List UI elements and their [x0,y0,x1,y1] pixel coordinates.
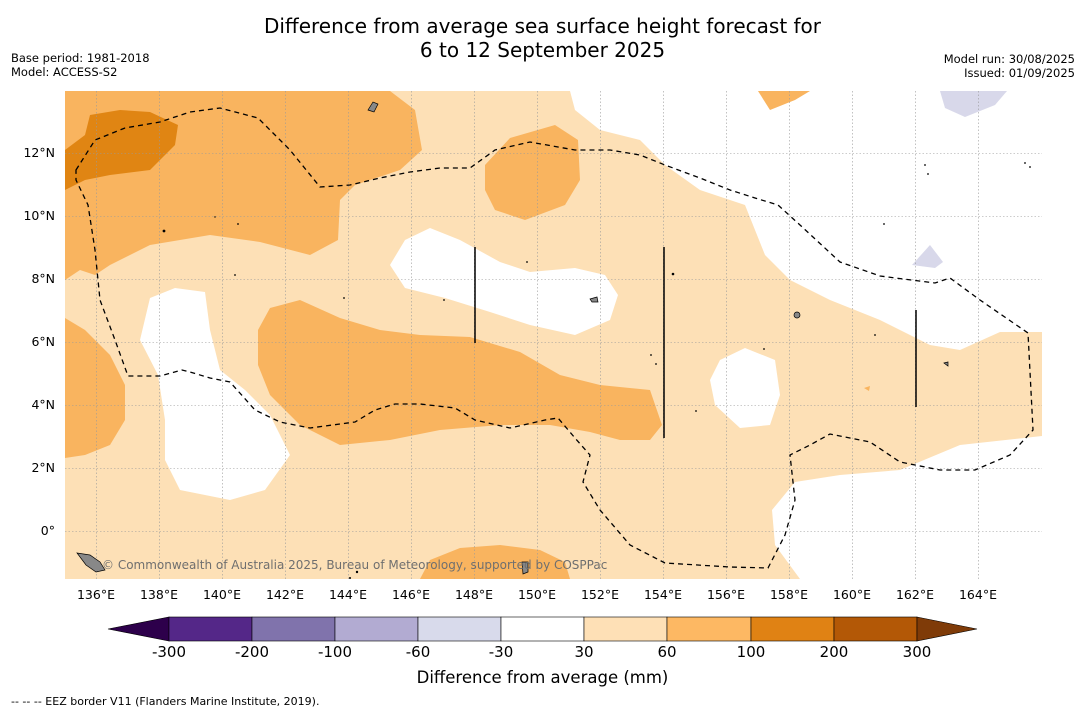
anomaly-60-100-north-blob [485,125,580,220]
lon-label-150e: 150°E [517,587,556,602]
lon-label-138e: 138°E [139,587,178,602]
lon-label-144e: 144°E [328,587,367,602]
base-period-text: Base period: 1981-2018 [11,51,150,65]
colorbar-segment-5 [500,616,585,642]
islands [76,101,949,575]
lon-label-158e: 158°E [769,587,808,602]
lon-label-154e: 154°E [643,587,682,602]
colorbar-tick-5: 30 [574,643,594,661]
colorbar-segment-9 [833,616,918,642]
anomaly-60-100-northeast [758,91,810,110]
colorbar-tick-8: 200 [819,643,849,661]
lon-label-160e: 160°E [832,587,871,602]
anomaly-100-200-northwest [65,110,178,190]
title-line-2: 6 to 12 September 2025 [419,38,666,62]
colorbar [107,616,978,642]
lat-label-2n: 2°N [31,460,55,475]
colorbar-segment-1 [168,616,253,642]
lat-label-8n: 8°N [31,271,55,286]
issued-text: Issued: 01/09/2025 [964,66,1075,80]
colorbar-tick-1: -200 [234,643,270,661]
neutral-region-southeast [772,436,1042,579]
lat-label-12n: 12°N [23,145,55,160]
colorbar-tick-9: 300 [902,643,932,661]
map-area [65,91,1042,579]
lon-label-164e: 164°E [958,587,997,602]
anomaly-60-100-band [258,300,662,445]
anomaly-60-100-south [420,545,570,579]
lon-label-162e: 162°E [895,587,934,602]
colorbar-extend-right [916,616,978,642]
lat-label-10n: 10°N [23,208,55,223]
neutral-region-central [390,228,618,335]
model-run-text: Model run: 30/08/2025 [943,52,1075,66]
footnote-eez: -- -- -- EEZ border V11 (Flanders Marine… [11,695,320,708]
anomaly-neg-patch-northeast [940,91,1007,117]
model-text: Model: ACCESS-S2 [11,65,118,79]
colorbar-title: Difference from average (mm) [416,668,669,687]
anomaly-60-100-dot [864,386,870,391]
colorbar-tick-0: -300 [151,643,187,661]
colorbar-segment-3 [334,616,419,642]
lon-label-136e: 136°E [76,587,115,602]
colorbar-extend-left [107,616,170,642]
section-markers [474,247,917,438]
atoll-dots [162,162,1031,579]
colorbar-tick-3: -60 [405,643,431,661]
colorbar-segment-6 [583,616,668,642]
eez-border [75,107,1034,569]
anomaly-60-100-west-edge [65,318,125,458]
neutral-region-west [140,288,290,500]
lat-label-0: 0° [40,523,55,538]
colorbar-segment-8 [750,616,835,642]
lon-label-148e: 148°E [454,587,493,602]
colorbar-segment-7 [666,616,752,642]
lat-label-4n: 4°N [31,397,55,412]
info-left: Base period: 1981-2018 Model: ACCESS-S2 [11,51,150,79]
lat-label-6n: 6°N [31,334,55,349]
neutral-region-north [570,91,1042,350]
lon-label-140e: 140°E [202,587,241,602]
credit-text: © Commonwealth of Australia 2025, Bureau… [102,558,608,572]
lon-label-142e: 142°E [265,587,304,602]
lon-label-156e: 156°E [706,587,745,602]
colorbar-tick-6: 60 [657,643,677,661]
info-right: Model run: 30/08/2025 Issued: 01/09/2025 [944,52,1075,80]
colorbar-segment-4 [417,616,502,642]
title-line-1: Difference from average sea surface heig… [263,14,822,38]
colorbar-tick-4: -30 [488,643,514,661]
anomaly-neg-patch-east [912,245,943,268]
colorbar-segment-2 [251,616,336,642]
neutral-region-east [710,348,780,428]
lon-label-146e: 146°E [391,587,430,602]
lon-label-152e: 152°E [580,587,619,602]
map-title: Difference from average sea surface heig… [0,14,1085,62]
colorbar-tick-2: -100 [317,643,353,661]
colorbar-tick-7: 100 [736,643,766,661]
